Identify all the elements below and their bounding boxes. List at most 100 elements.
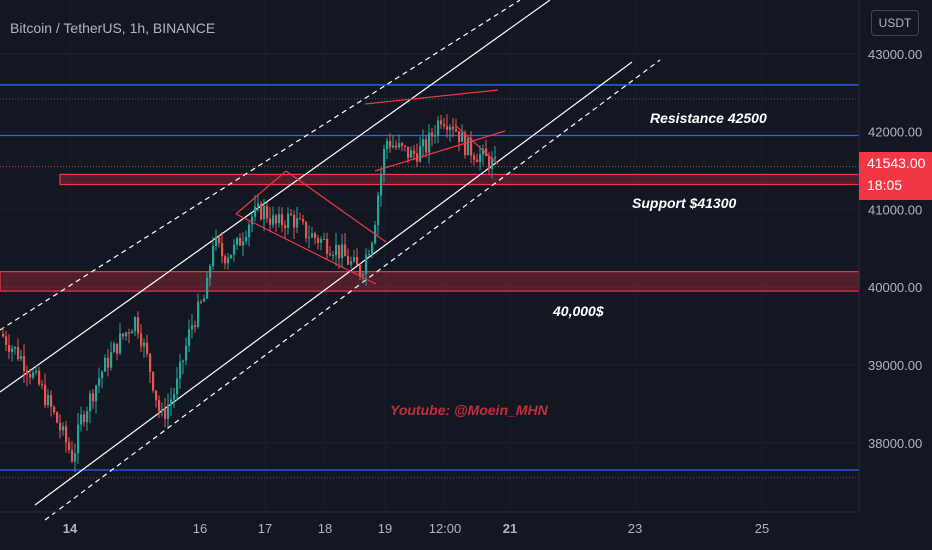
annotation-support: Support $41300 bbox=[632, 195, 736, 211]
candle-body bbox=[404, 145, 407, 147]
candle-body bbox=[143, 342, 146, 347]
candle-body bbox=[380, 173, 383, 196]
candle-body bbox=[56, 412, 59, 423]
candle-body bbox=[26, 370, 29, 375]
candle-body bbox=[257, 203, 260, 207]
channel-lower-dashed bbox=[44, 59, 661, 521]
candle-body bbox=[275, 215, 278, 224]
flag-top bbox=[235, 170, 287, 215]
candle-body bbox=[302, 219, 305, 222]
candle-body bbox=[101, 371, 104, 379]
candle-body bbox=[122, 333, 125, 337]
candle-body bbox=[278, 214, 281, 224]
candle-body bbox=[437, 120, 440, 136]
candle-body bbox=[284, 225, 287, 228]
candle-body bbox=[116, 343, 119, 354]
candle-body bbox=[119, 333, 122, 354]
candle-body bbox=[170, 399, 173, 405]
candle-body bbox=[320, 239, 323, 243]
candle-body bbox=[362, 274, 365, 277]
candle-body bbox=[134, 317, 137, 332]
flag-upper bbox=[285, 170, 387, 243]
wedge-top bbox=[364, 89, 499, 105]
candle-body bbox=[233, 244, 236, 255]
chart-title: Bitcoin / TetherUS, 1h, BINANCE bbox=[10, 20, 216, 36]
candle-body bbox=[242, 241, 245, 246]
candle-body bbox=[239, 238, 242, 246]
currency-unit-button[interactable]: USDT bbox=[871, 10, 919, 36]
candle-body bbox=[125, 332, 128, 337]
candle-body bbox=[347, 256, 350, 265]
candle-body bbox=[182, 360, 185, 362]
candle-body bbox=[485, 148, 488, 157]
candle-body bbox=[89, 393, 92, 412]
candle-body bbox=[299, 218, 302, 220]
candle-body bbox=[140, 333, 143, 347]
candle-body bbox=[17, 347, 20, 360]
candle-body bbox=[251, 216, 254, 225]
candle-body bbox=[47, 395, 50, 406]
candle-body bbox=[308, 237, 311, 239]
candle-body bbox=[167, 404, 170, 419]
candle-body bbox=[5, 336, 8, 345]
candle-body bbox=[491, 158, 494, 169]
candle-body bbox=[323, 238, 326, 240]
x-tick-label: 17 bbox=[258, 521, 272, 536]
candle-body bbox=[164, 409, 167, 419]
candle-body bbox=[212, 245, 215, 267]
candle-body bbox=[128, 332, 131, 334]
candle-body bbox=[449, 126, 452, 130]
candle-body bbox=[455, 129, 458, 132]
candle-body bbox=[35, 370, 38, 373]
candle-body bbox=[254, 206, 257, 217]
price-axis[interactable]: 43000.00 42000.00 41000.00 40000.00 39000.00… bbox=[868, 47, 922, 451]
wedge-inner bbox=[454, 124, 499, 165]
candle-body bbox=[152, 371, 155, 391]
x-tick-label: 25 bbox=[755, 521, 769, 536]
candle-body bbox=[209, 266, 212, 278]
candle-body bbox=[224, 256, 227, 264]
channel-upper-solid bbox=[0, 0, 551, 393]
candle-body bbox=[95, 385, 98, 402]
wedge-bottom bbox=[374, 130, 506, 172]
candle-body bbox=[248, 224, 251, 238]
candle-body bbox=[389, 140, 392, 148]
candle-body bbox=[311, 233, 314, 238]
channel-lower-solid bbox=[34, 61, 633, 506]
candle-body bbox=[86, 411, 89, 423]
x-tick-label: 23 bbox=[628, 521, 642, 536]
candle-body bbox=[431, 132, 434, 137]
candle-body bbox=[53, 407, 56, 413]
candle-body bbox=[458, 131, 461, 143]
candle-body bbox=[434, 135, 437, 137]
candle-body bbox=[452, 126, 455, 130]
channel-upper-dashed bbox=[0, 0, 521, 331]
candle-body bbox=[41, 384, 44, 386]
candle-body bbox=[461, 132, 464, 143]
candle-body bbox=[467, 138, 470, 156]
candle-body bbox=[161, 409, 164, 412]
candle-body bbox=[317, 238, 320, 243]
candle-body bbox=[158, 400, 161, 412]
x-tick-label: 19 bbox=[378, 521, 392, 536]
candle-body bbox=[350, 261, 353, 265]
candle-body bbox=[410, 150, 413, 158]
y-tick-label: 40000.00 bbox=[868, 280, 922, 295]
candle-body bbox=[146, 342, 149, 354]
candle-body bbox=[263, 206, 266, 220]
candle-body bbox=[215, 236, 218, 246]
candle-body bbox=[131, 331, 134, 334]
last-price-value: 41543.00 bbox=[867, 155, 926, 171]
candle-body bbox=[407, 146, 410, 158]
annotation-youtube: Youtube: @Moein_MHN bbox=[390, 402, 549, 418]
candle-body bbox=[188, 329, 191, 346]
y-tick-label: 39000.00 bbox=[868, 358, 922, 373]
x-tick-label: 12:00 bbox=[429, 521, 462, 536]
candle-body bbox=[191, 325, 194, 330]
candle-body bbox=[425, 139, 428, 153]
candle-body bbox=[383, 149, 386, 174]
time-axis[interactable]: 14 16 17 18 19 12:00 21 23 25 bbox=[63, 521, 769, 536]
candle-body bbox=[206, 277, 209, 299]
candle-body bbox=[386, 140, 389, 150]
